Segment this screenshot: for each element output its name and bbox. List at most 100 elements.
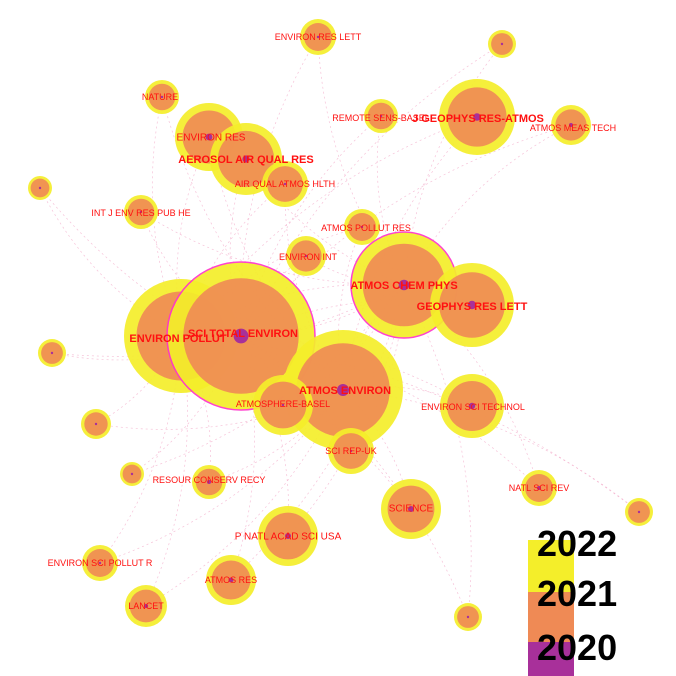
legend-bar-2021 bbox=[528, 592, 574, 642]
node-label: AIR QUAL ATMOS HLTH bbox=[235, 179, 335, 189]
network-node bbox=[286, 236, 326, 276]
network-node bbox=[253, 375, 313, 435]
node-core-2020 bbox=[94, 422, 98, 426]
node-label: ENVIRON RES bbox=[177, 133, 246, 144]
network-node bbox=[344, 209, 380, 245]
node-label: ENVIRON SCI POLLUT R bbox=[48, 558, 153, 568]
network-node bbox=[521, 470, 557, 506]
network-node bbox=[258, 506, 318, 566]
network-node bbox=[145, 80, 179, 114]
network-node bbox=[38, 339, 66, 367]
node-label: RESOUR CONSERV RECY bbox=[153, 475, 266, 485]
network-link bbox=[180, 335, 211, 483]
network-node bbox=[300, 19, 336, 55]
node-core-2020 bbox=[467, 300, 477, 310]
node-core-2020 bbox=[130, 472, 134, 476]
network-node bbox=[440, 374, 504, 438]
legend-year-2021: 2021 bbox=[537, 573, 617, 614]
network-link bbox=[376, 115, 405, 286]
network-node bbox=[625, 498, 653, 526]
node-core-2020 bbox=[281, 403, 285, 407]
legend-bar-2022 bbox=[528, 540, 574, 592]
node-label: NATL SCI REV bbox=[509, 483, 570, 493]
node-label: AEROSOL AIR QUAL RES bbox=[178, 154, 313, 166]
node-core-2020 bbox=[408, 506, 414, 512]
network-node bbox=[206, 555, 256, 605]
node-label: ATMOS POLLUT RES bbox=[321, 223, 411, 233]
node-label: ENVIRON RES LETT bbox=[275, 32, 362, 42]
node-label: P NATL ACAD SCI USA bbox=[235, 532, 342, 543]
network-node bbox=[283, 330, 403, 450]
network-node bbox=[262, 161, 308, 207]
node-core-2020 bbox=[466, 615, 470, 619]
node-core-2020 bbox=[143, 603, 149, 609]
node-core-2020 bbox=[242, 155, 250, 163]
node-core-2020 bbox=[349, 449, 353, 453]
network-node bbox=[454, 603, 482, 631]
network-node bbox=[430, 263, 514, 347]
network-node bbox=[120, 462, 144, 486]
network-node bbox=[488, 30, 516, 58]
label-layer: ENVIRON RES LETT NATURE REMOTE SENS-BASELJ… bbox=[48, 32, 617, 611]
network-node bbox=[82, 545, 118, 581]
node-core-2020 bbox=[139, 210, 143, 214]
node-core-2020 bbox=[160, 95, 164, 99]
node-core-2020 bbox=[316, 35, 320, 39]
network-node bbox=[28, 176, 52, 200]
network-link bbox=[39, 187, 344, 391]
node-core-2020 bbox=[473, 113, 481, 121]
network-node bbox=[364, 99, 398, 133]
network-link bbox=[240, 335, 540, 489]
node-core-2020 bbox=[360, 225, 364, 229]
network-node bbox=[81, 409, 111, 439]
network-node bbox=[192, 465, 226, 499]
legend-bar-2020 bbox=[528, 642, 574, 676]
network-link bbox=[99, 389, 344, 564]
node-label: ENVIRON POLLUT bbox=[129, 333, 226, 345]
node-label: ATMOS ENVIRON bbox=[299, 385, 391, 397]
node-core-2020 bbox=[50, 351, 54, 355]
network-link bbox=[403, 43, 503, 286]
node-label: SCI TOTAL ENVIRON bbox=[188, 328, 298, 340]
node-label: ATMOSPHERE-BASEL bbox=[236, 399, 330, 409]
node-core-2020 bbox=[228, 577, 234, 583]
node-core-2020 bbox=[537, 486, 541, 490]
node-label: GEOPHYS RES LETT bbox=[417, 301, 528, 313]
year-legend: 2022 2021 2020 bbox=[528, 523, 617, 676]
node-label: LANCET bbox=[128, 601, 164, 611]
node-core-2020 bbox=[304, 254, 308, 258]
node-core-2020 bbox=[569, 123, 573, 127]
network-link bbox=[342, 284, 405, 391]
node-core-2020 bbox=[283, 182, 287, 186]
node-core-2020 bbox=[337, 384, 349, 396]
node-label: ATMOS CHEM PHYS bbox=[350, 280, 457, 292]
network-node bbox=[166, 261, 316, 411]
legend-year-2020: 2020 bbox=[537, 627, 617, 668]
network-link bbox=[403, 284, 472, 618]
node-label: INT J ENV RES PUB HE bbox=[91, 208, 190, 218]
network-node bbox=[439, 79, 515, 155]
network-node bbox=[125, 585, 167, 627]
node-core-2020 bbox=[379, 114, 383, 118]
network-node bbox=[551, 105, 591, 145]
node-label: SCIENCE bbox=[389, 504, 434, 515]
node-label: ENVIRON SCI TECHNOL bbox=[421, 402, 525, 412]
node-core-2020 bbox=[205, 133, 213, 141]
node-core-2020 bbox=[285, 533, 291, 539]
network-link bbox=[180, 226, 363, 337]
node-core-2020 bbox=[398, 279, 410, 291]
network-link bbox=[99, 335, 182, 564]
network-link bbox=[180, 116, 478, 337]
node-core-2020 bbox=[233, 328, 249, 344]
node-label: J GEOPHYS RES-ATMOS bbox=[412, 113, 544, 125]
node-label: REMOTE SENS-BASEL bbox=[332, 113, 430, 123]
legend-year-2022: 2022 bbox=[537, 523, 617, 564]
node-core-2020 bbox=[637, 510, 641, 514]
node-core-2020 bbox=[207, 480, 211, 484]
network-node bbox=[124, 195, 158, 229]
network-link bbox=[342, 116, 478, 391]
network-node bbox=[381, 479, 441, 539]
network-node bbox=[350, 231, 458, 339]
node-core-2020 bbox=[38, 186, 42, 190]
